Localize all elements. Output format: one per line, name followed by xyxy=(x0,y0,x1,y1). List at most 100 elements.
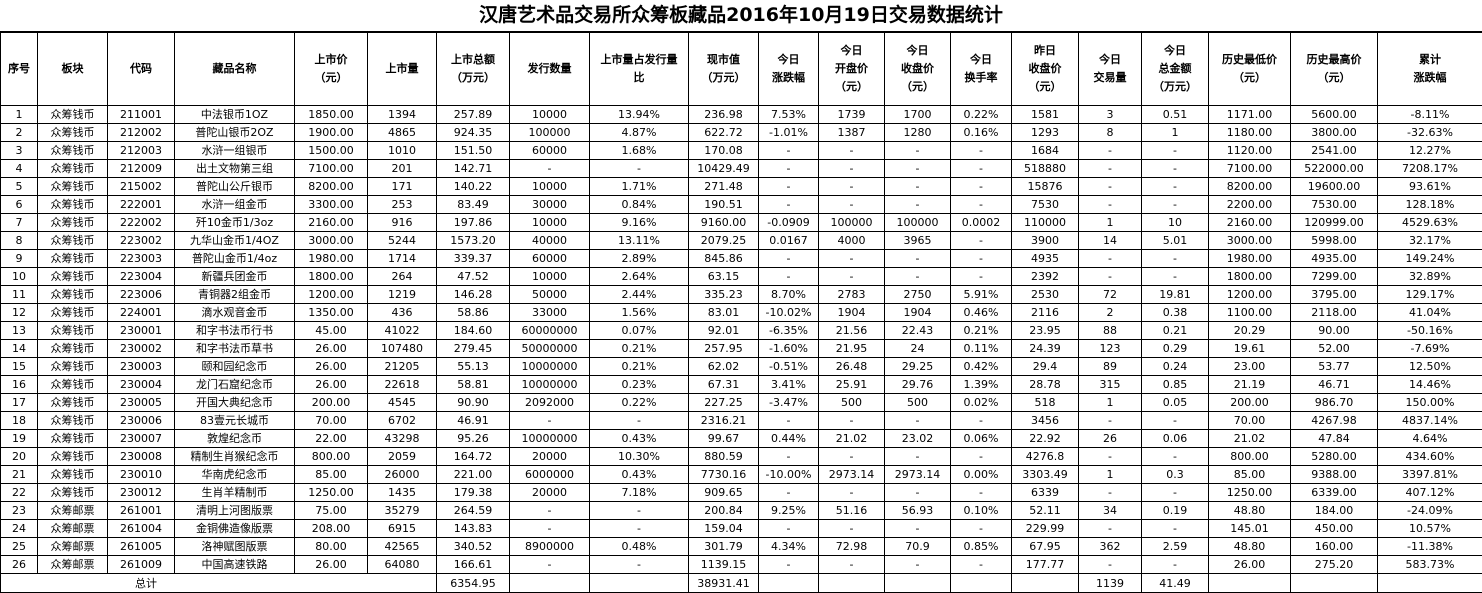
table-cell[interactable]: 众筹钱币 xyxy=(37,321,108,340)
table-cell[interactable]: 1293 xyxy=(1011,123,1079,142)
table-cell[interactable]: 179.38 xyxy=(436,483,510,502)
table-cell[interactable]: 0.16% xyxy=(950,123,1012,142)
table-cell[interactable]: 200.00 xyxy=(1208,393,1291,412)
table-cell[interactable]: - xyxy=(950,519,1012,538)
table-cell[interactable]: - xyxy=(818,267,885,286)
table-cell[interactable]: 184.60 xyxy=(436,321,510,340)
table-cell[interactable]: - xyxy=(818,483,885,502)
table-cell[interactable]: - xyxy=(1078,159,1142,178)
table-cell[interactable]: - xyxy=(884,483,951,502)
table-cell[interactable]: - xyxy=(950,141,1012,160)
table-cell[interactable]: 253 xyxy=(367,195,437,214)
table-cell[interactable]: 60000 xyxy=(509,141,590,160)
table-cell[interactable]: 1904 xyxy=(884,303,951,322)
table-cell[interactable]: 众筹钱币 xyxy=(37,231,108,250)
table-cell[interactable]: 129.17% xyxy=(1377,285,1482,304)
table-cell[interactable]: - xyxy=(509,555,590,574)
table-cell[interactable]: 200.00 xyxy=(294,393,368,412)
table-cell[interactable]: 33000 xyxy=(509,303,590,322)
table-cell[interactable]: 众筹钱币 xyxy=(37,465,108,484)
table-cell[interactable]: 622.72 xyxy=(688,123,759,142)
table-cell[interactable]: 47.84 xyxy=(1290,429,1378,448)
total-amount[interactable]: 41.49 xyxy=(1141,573,1209,593)
table-cell[interactable]: 10000000 xyxy=(509,429,590,448)
table-cell[interactable]: 20.29 xyxy=(1208,321,1291,340)
table-cell[interactable]: 0.38 xyxy=(1141,303,1209,322)
table-cell[interactable]: - xyxy=(758,195,819,214)
table-cell[interactable]: - xyxy=(1078,447,1142,466)
table-cell[interactable]: 24 xyxy=(0,519,38,538)
table-cell[interactable]: 46.71 xyxy=(1290,375,1378,394)
table-cell[interactable]: 26 xyxy=(1078,429,1142,448)
table-cell[interactable]: 9.25% xyxy=(758,501,819,520)
table-cell[interactable]: 1139.15 xyxy=(688,555,759,574)
table-cell[interactable]: 197.86 xyxy=(436,213,510,232)
table-cell[interactable]: 0.0167 xyxy=(758,231,819,250)
table-cell[interactable]: 50000 xyxy=(509,285,590,304)
table-cell[interactable]: 164.72 xyxy=(436,447,510,466)
column-header[interactable]: 上市量占发行量比 xyxy=(589,32,689,106)
table-cell[interactable]: 众筹钱币 xyxy=(37,105,108,124)
table-cell[interactable]: 21.19 xyxy=(1208,375,1291,394)
table-cell[interactable]: 众筹邮票 xyxy=(37,519,108,538)
total-volume[interactable]: 1139 xyxy=(1078,573,1142,593)
table-cell[interactable]: 7208.17% xyxy=(1377,159,1482,178)
table-cell[interactable]: - xyxy=(589,555,689,574)
table-cell[interactable]: - xyxy=(950,159,1012,178)
table-cell[interactable]: - xyxy=(950,267,1012,286)
table-cell[interactable]: 1700 xyxy=(884,105,951,124)
table-cell[interactable]: 212009 xyxy=(107,159,175,178)
table-cell[interactable]: 2079.25 xyxy=(688,231,759,250)
table-cell[interactable]: - xyxy=(509,411,590,430)
table-cell[interactable]: 145.01 xyxy=(1208,519,1291,538)
table-cell[interactable]: -24.09% xyxy=(1377,501,1482,520)
table-cell[interactable]: 83.49 xyxy=(436,195,510,214)
table-cell[interactable]: -3.47% xyxy=(758,393,819,412)
table-cell[interactable]: 85.00 xyxy=(294,465,368,484)
table-cell[interactable]: 229.99 xyxy=(1011,519,1079,538)
table-cell[interactable]: - xyxy=(950,177,1012,196)
table-cell[interactable]: 7100.00 xyxy=(294,159,368,178)
table-cell[interactable]: 1120.00 xyxy=(1208,141,1291,160)
table-cell[interactable]: - xyxy=(884,411,951,430)
table-cell[interactable]: - xyxy=(758,267,819,286)
table-cell[interactable]: 21.56 xyxy=(818,321,885,340)
table-cell[interactable]: 140.22 xyxy=(436,177,510,196)
table-cell[interactable]: 13.11% xyxy=(589,231,689,250)
table-cell[interactable]: 12.27% xyxy=(1377,141,1482,160)
table-cell[interactable]: 257.95 xyxy=(688,339,759,358)
table-cell[interactable]: 1387 xyxy=(818,123,885,142)
table-cell[interactable]: 24 xyxy=(884,339,951,358)
table-cell[interactable]: - xyxy=(1078,519,1142,538)
table-cell[interactable]: 出土文物第三组 xyxy=(174,159,295,178)
table-cell[interactable]: 1800.00 xyxy=(1208,267,1291,286)
table-cell[interactable]: - xyxy=(1141,249,1209,268)
table-cell[interactable]: 80.00 xyxy=(294,537,368,556)
table-cell[interactable]: 普陀山公斤银币 xyxy=(174,177,295,196)
table-cell[interactable]: 60000000 xyxy=(509,321,590,340)
table-cell[interactable]: 22 xyxy=(0,483,38,502)
table-cell[interactable]: 271.48 xyxy=(688,177,759,196)
table-cell[interactable]: 14 xyxy=(0,339,38,358)
column-header[interactable]: 今日 涨跌幅 xyxy=(758,32,819,106)
table-cell[interactable]: 0.22% xyxy=(950,105,1012,124)
table-cell[interactable]: 13 xyxy=(0,321,38,340)
table-cell[interactable]: 99.67 xyxy=(688,429,759,448)
table-cell[interactable]: 7.53% xyxy=(758,105,819,124)
column-header[interactable]: 板块 xyxy=(37,32,108,106)
table-cell[interactable]: 0.23% xyxy=(589,375,689,394)
table-cell[interactable]: 434.60% xyxy=(1377,447,1482,466)
table-cell[interactable]: 8900000 xyxy=(509,537,590,556)
table-cell[interactable]: - xyxy=(884,519,951,538)
table-cell[interactable]: 9160.00 xyxy=(688,213,759,232)
table-cell[interactable]: 63.15 xyxy=(688,267,759,286)
table-cell[interactable]: 0.19 xyxy=(1141,501,1209,520)
table-cell[interactable]: 230002 xyxy=(107,339,175,358)
table-cell[interactable]: - xyxy=(1141,141,1209,160)
table-cell[interactable]: 224001 xyxy=(107,303,175,322)
table-cell[interactable]: 1904 xyxy=(818,303,885,322)
table-cell[interactable]: 颐和园纪念币 xyxy=(174,357,295,376)
table-cell[interactable]: 70.00 xyxy=(294,411,368,430)
table-cell[interactable]: 中国高速铁路 xyxy=(174,555,295,574)
table-cell[interactable]: - xyxy=(950,195,1012,214)
